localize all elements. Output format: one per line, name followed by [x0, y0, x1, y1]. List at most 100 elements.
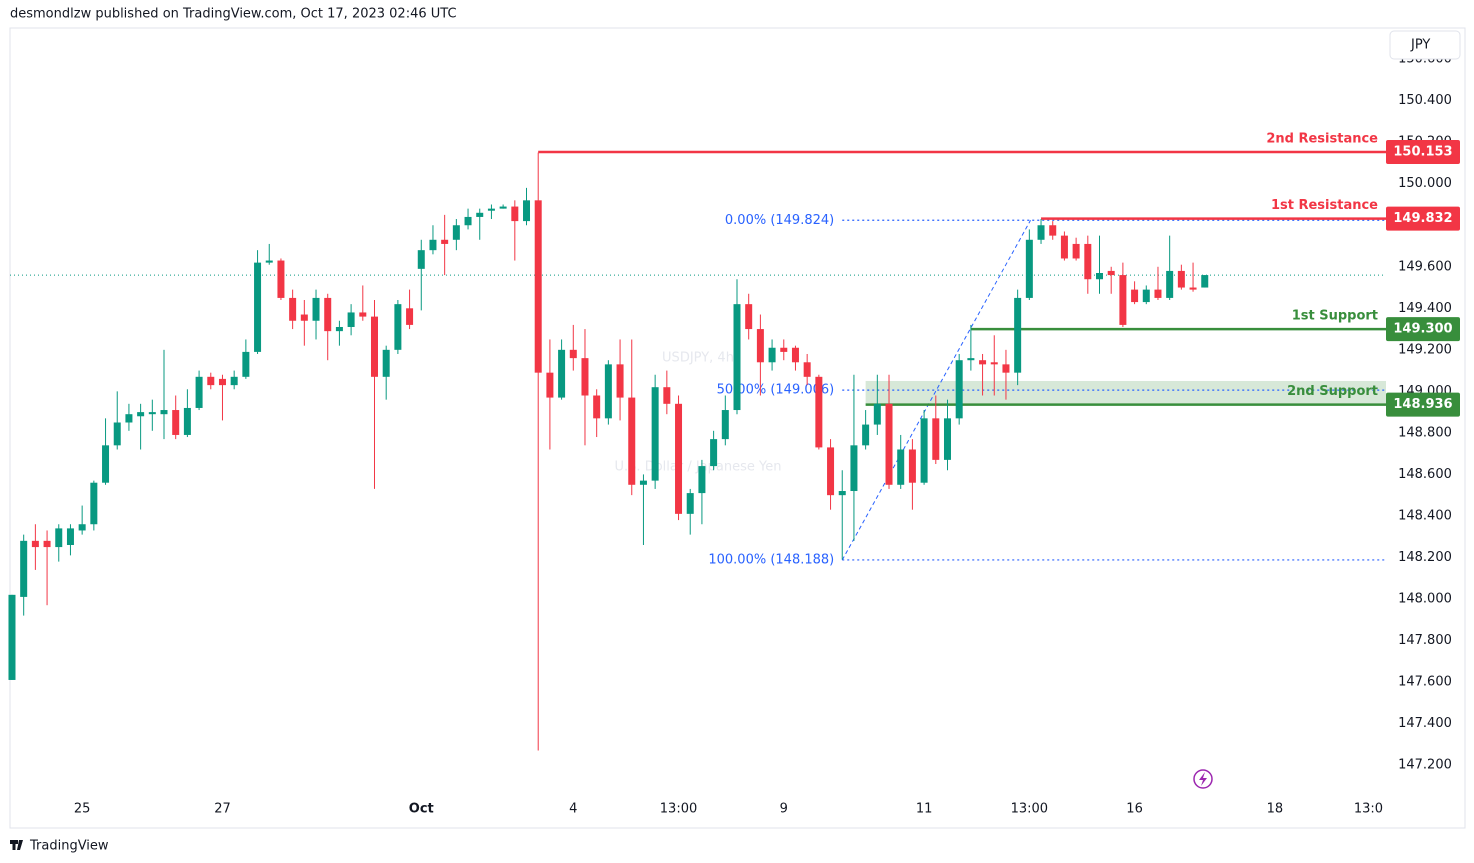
x-tick-label: 13:00 — [660, 802, 697, 817]
alert-icon-bolt — [1199, 772, 1207, 786]
candle-body — [675, 403, 683, 514]
candle-body — [862, 424, 870, 446]
candle-body — [441, 239, 449, 244]
candle-body — [242, 351, 250, 377]
level-label: 1st Resistance — [1271, 198, 1378, 213]
candle-body — [745, 304, 753, 330]
candle-body — [254, 262, 262, 352]
candle-body — [406, 308, 414, 325]
x-tick-label: 11 — [916, 802, 933, 817]
candle-body — [850, 445, 858, 492]
candle-body — [1096, 273, 1104, 280]
x-tick-label: 27 — [214, 802, 231, 817]
currency: JPY — [1410, 38, 1430, 53]
alert-icon[interactable] — [1193, 769, 1213, 789]
candle-body — [1201, 275, 1209, 288]
candle-body — [230, 376, 238, 386]
candle-body — [289, 297, 297, 321]
candle-body — [546, 372, 554, 398]
candle-body — [663, 387, 671, 404]
level-label: 2nd Resistance — [1266, 131, 1378, 146]
candle-body — [1189, 287, 1197, 290]
candle-body — [429, 239, 437, 251]
candle-body — [312, 297, 320, 321]
candle-body — [324, 297, 332, 332]
y-tick-label: 150.000 — [1398, 176, 1452, 191]
candle-body — [8, 594, 16, 680]
candle-body — [686, 493, 694, 514]
candle-body — [183, 407, 191, 435]
candle-body — [803, 362, 811, 377]
candle-body — [66, 528, 74, 545]
price-tag — [1386, 206, 1460, 231]
y-tick-label: 149.600 — [1398, 259, 1452, 274]
x-tick-label: 4 — [569, 802, 577, 817]
candle-body — [195, 376, 203, 408]
fib-trend-line — [841, 220, 1031, 561]
candle-body — [102, 445, 110, 483]
y-tick-label: 148.600 — [1398, 467, 1452, 482]
plot: 0.00% (149.824) 50.00% (149.006) 100.00% (… — [8, 131, 1386, 751]
fib-label: 100.00% (148.188) — [708, 552, 834, 567]
footer-brand: TradingView — [29, 839, 109, 854]
candle-body — [873, 403, 881, 425]
candle-body — [207, 376, 215, 386]
candle-body — [558, 349, 566, 398]
price-tags: 150.153 149.832 149.300 148.936 — [1386, 139, 1460, 417]
candle-body — [43, 540, 51, 548]
candle-body — [464, 216, 472, 226]
candle-body — [1037, 225, 1045, 240]
candle-body — [452, 225, 460, 240]
candle-body — [979, 360, 987, 365]
candle-body — [148, 412, 156, 415]
candle-body — [359, 312, 367, 317]
candle-body — [827, 447, 835, 496]
candle-body — [721, 410, 729, 440]
candle-body — [616, 364, 624, 398]
x-tick-label: 9 — [780, 802, 788, 817]
candle-body — [955, 360, 963, 419]
candle-body — [218, 378, 226, 386]
brand-logo — [10, 840, 23, 850]
price-tag-label: 149.300 — [1393, 322, 1452, 337]
price-tag — [1386, 317, 1460, 342]
candle-body — [394, 304, 402, 350]
candle-body — [370, 316, 378, 377]
y-tick-label: 147.600 — [1398, 675, 1452, 690]
candle-body — [534, 200, 542, 373]
candle-body — [1166, 270, 1174, 298]
y-tick-label: 149.400 — [1398, 301, 1452, 316]
y-tick-label: 150.400 — [1398, 93, 1452, 108]
candle-body — [651, 387, 659, 481]
candle-body — [417, 250, 425, 269]
price-tag-label: 150.153 — [1393, 144, 1452, 159]
candle-body — [1142, 289, 1150, 303]
currency-box[interactable] — [1389, 30, 1461, 60]
candle-body — [511, 206, 519, 222]
price-tag-label: 149.832 — [1393, 211, 1452, 226]
candle-body — [932, 418, 940, 460]
candle-body — [990, 362, 998, 365]
candle-body — [815, 376, 823, 448]
candle-body — [347, 312, 355, 327]
candle-body — [897, 449, 905, 485]
candle-body — [1177, 270, 1185, 288]
candle-body — [908, 449, 916, 483]
candle-body — [113, 422, 121, 446]
candle-body — [137, 412, 145, 417]
candle-body — [382, 349, 390, 377]
y-tick-label: 147.200 — [1398, 758, 1452, 773]
y-tick-label: 148.800 — [1398, 425, 1452, 440]
candle-body — [300, 314, 308, 321]
candle-body — [1084, 243, 1092, 280]
watermark-title: USDJPY, 4h — [662, 351, 734, 366]
candle-body — [628, 397, 636, 485]
x-tick-label: 16 — [1126, 802, 1143, 817]
candle-body — [499, 206, 507, 209]
candle-body — [31, 540, 39, 548]
y-tick-label: 148.000 — [1398, 591, 1452, 606]
candle-body — [768, 347, 776, 363]
candle-body — [125, 414, 133, 423]
candle-body — [885, 403, 893, 485]
